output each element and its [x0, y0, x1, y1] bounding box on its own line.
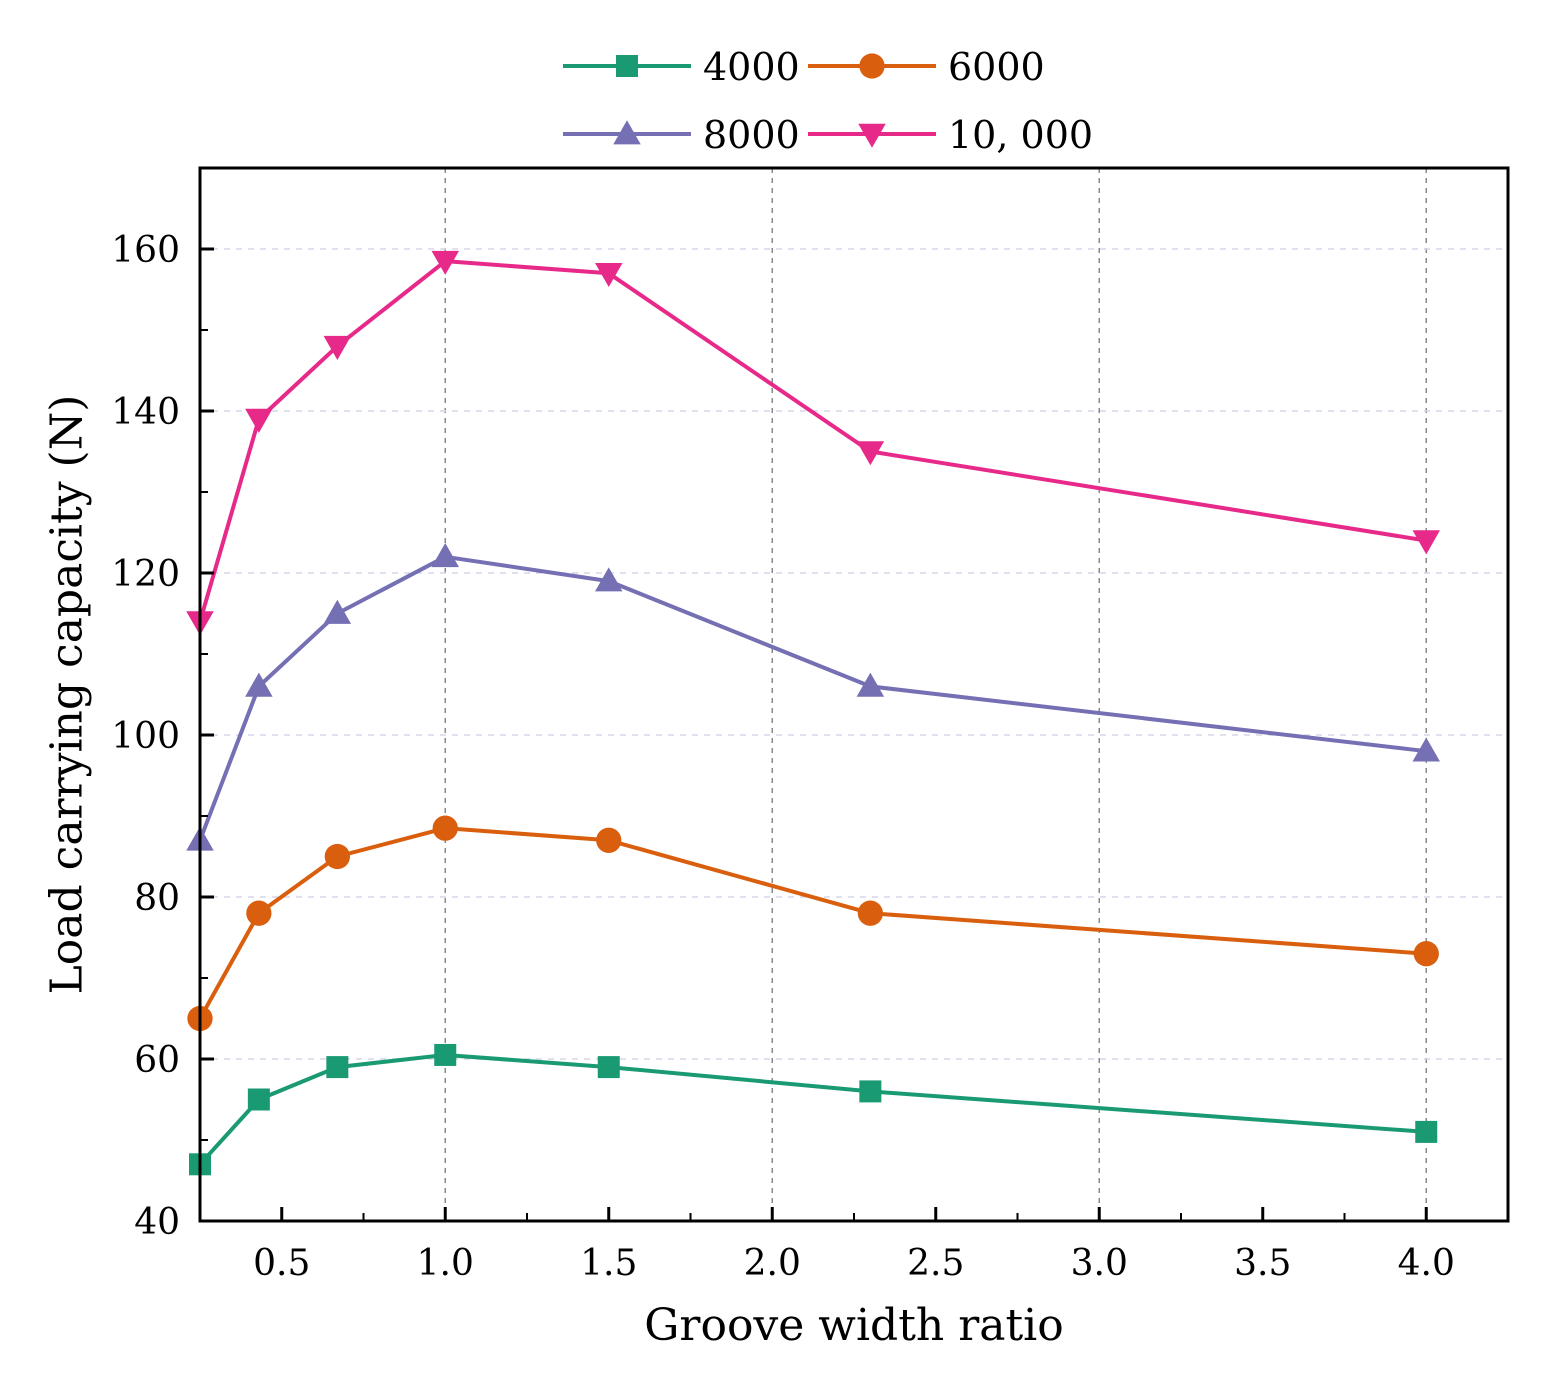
x-tick-label: 1.0	[417, 1243, 474, 1284]
y-tick-label: 160	[111, 230, 180, 271]
data-point	[1413, 941, 1439, 967]
legend-item: 6000	[808, 45, 1045, 89]
data-point	[1412, 530, 1440, 555]
data-point	[431, 250, 459, 275]
legend-marker	[616, 55, 638, 77]
legend-item: 10, 000	[808, 113, 1093, 157]
data-point	[431, 543, 459, 568]
legend-item: 4000	[563, 45, 800, 89]
legend: 4000 6000 8000 10, 000	[563, 45, 1093, 157]
x-tick-label: 3.0	[1071, 1243, 1128, 1284]
y-tick-label: 100	[111, 716, 180, 757]
y-tick-label: 60	[134, 1040, 180, 1081]
data-point	[1415, 1120, 1438, 1143]
x-tick-label: 4.0	[1398, 1243, 1455, 1284]
x-tick-label: 2.5	[907, 1243, 964, 1284]
data-point	[245, 408, 273, 433]
x-axis-title: Groove width ratio	[644, 1300, 1063, 1351]
x-tick-label: 0.5	[253, 1243, 310, 1284]
y-tick-label: 140	[111, 392, 180, 433]
data-point	[597, 1056, 620, 1079]
series-6000	[187, 815, 1439, 1032]
data-point	[323, 599, 352, 624]
data-point	[1412, 737, 1440, 762]
x-tick-label: 1.5	[580, 1243, 637, 1284]
data-point	[434, 1043, 457, 1066]
legend-item: 8000	[563, 113, 800, 157]
legend-label: 10, 000	[948, 113, 1093, 157]
y-tick-label: 40	[134, 1202, 180, 1243]
axes: 0.5 1.0 1.5 2.0 2.5 3.0 3.5 4.0 40 60 80 100 120 140 1…	[111, 230, 1455, 1284]
data-point	[247, 1088, 270, 1111]
data-point	[596, 827, 622, 853]
data-point	[323, 335, 352, 360]
data-point	[857, 900, 883, 926]
x-tick-label: 3.5	[1234, 1243, 1291, 1284]
data-point	[856, 441, 885, 466]
legend-marker	[613, 120, 641, 145]
y-axis-title: Load carrying capacity (N)	[42, 395, 93, 995]
y-tick-label: 120	[111, 554, 180, 595]
series-layer	[186, 250, 1440, 1176]
legend-label: 4000	[703, 45, 800, 89]
legend-marker	[858, 123, 886, 148]
data-point	[595, 262, 623, 288]
legend-label: 6000	[948, 45, 1045, 89]
data-point	[246, 900, 272, 926]
data-point	[595, 567, 623, 592]
data-point	[856, 672, 885, 697]
series-10000	[186, 250, 1440, 636]
legend-marker	[859, 53, 885, 79]
data-point	[324, 843, 350, 870]
legend-label: 8000	[703, 113, 800, 157]
data-point	[432, 815, 458, 841]
data-point	[326, 1056, 349, 1079]
x-tick-label: 2.0	[744, 1243, 801, 1284]
data-point	[245, 672, 273, 697]
data-point	[859, 1080, 882, 1103]
y-tick-label: 80	[134, 878, 180, 919]
